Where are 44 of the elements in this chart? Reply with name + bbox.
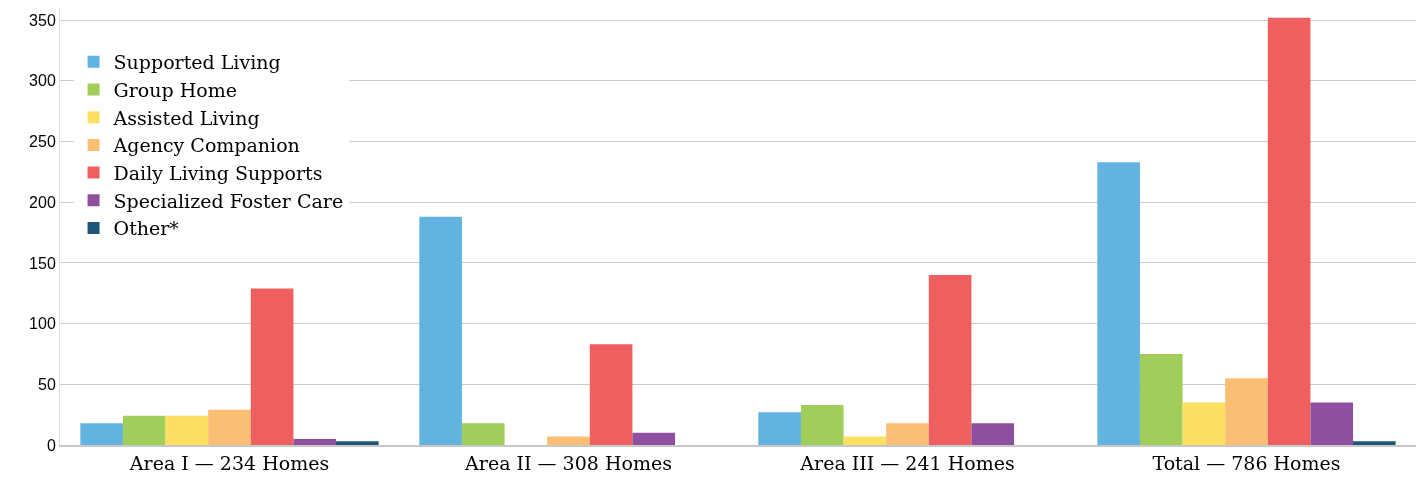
bar — [632, 432, 676, 445]
x-tick-label: Total — 786 Homes — [1152, 451, 1341, 474]
bar — [1182, 402, 1226, 445]
bar — [547, 436, 590, 445]
bar — [461, 423, 505, 445]
legend-label: Other* — [113, 217, 180, 240]
bar — [250, 288, 294, 445]
bar — [165, 415, 209, 445]
x-tick-label: Area II — 308 Homes — [464, 451, 672, 474]
y-tick-label: 350 — [29, 11, 56, 29]
legend-label: Specialized Foster Care — [113, 189, 344, 212]
y-tick-label: 0 — [46, 436, 56, 454]
bar — [1353, 441, 1396, 445]
bar — [886, 423, 929, 445]
bar — [1310, 402, 1354, 445]
bar — [1139, 353, 1183, 445]
bar — [80, 423, 123, 445]
legend-label: Agency Companion — [112, 134, 300, 157]
y-tick-label: 250 — [29, 133, 56, 151]
legend-label: Daily Living Supports — [113, 162, 323, 185]
bar — [122, 415, 166, 445]
x-tick-label: Area III — 241 Homes — [799, 451, 1015, 474]
bar — [971, 423, 1015, 445]
bar — [1267, 17, 1311, 445]
legend-label: Assisted Living — [112, 106, 260, 129]
bar — [336, 441, 379, 445]
bar — [293, 438, 337, 445]
y-tick-label: 150 — [29, 254, 56, 272]
bar — [928, 275, 972, 445]
bar — [843, 436, 887, 445]
bar — [800, 404, 844, 445]
bar — [419, 216, 462, 445]
bar — [1225, 378, 1268, 445]
y-tick-label: 50 — [38, 375, 56, 393]
bar — [1097, 162, 1140, 445]
bar — [589, 344, 633, 445]
y-tick-label: 100 — [29, 315, 56, 333]
legend-label: Supported Living — [113, 51, 281, 74]
legend-label: Group Home — [113, 78, 237, 101]
x-tick-label: Area I — 234 Homes — [128, 451, 330, 474]
y-tick-label: 200 — [29, 193, 56, 211]
bar — [758, 412, 801, 445]
bar — [208, 409, 251, 445]
y-tick-label: 300 — [29, 72, 56, 90]
